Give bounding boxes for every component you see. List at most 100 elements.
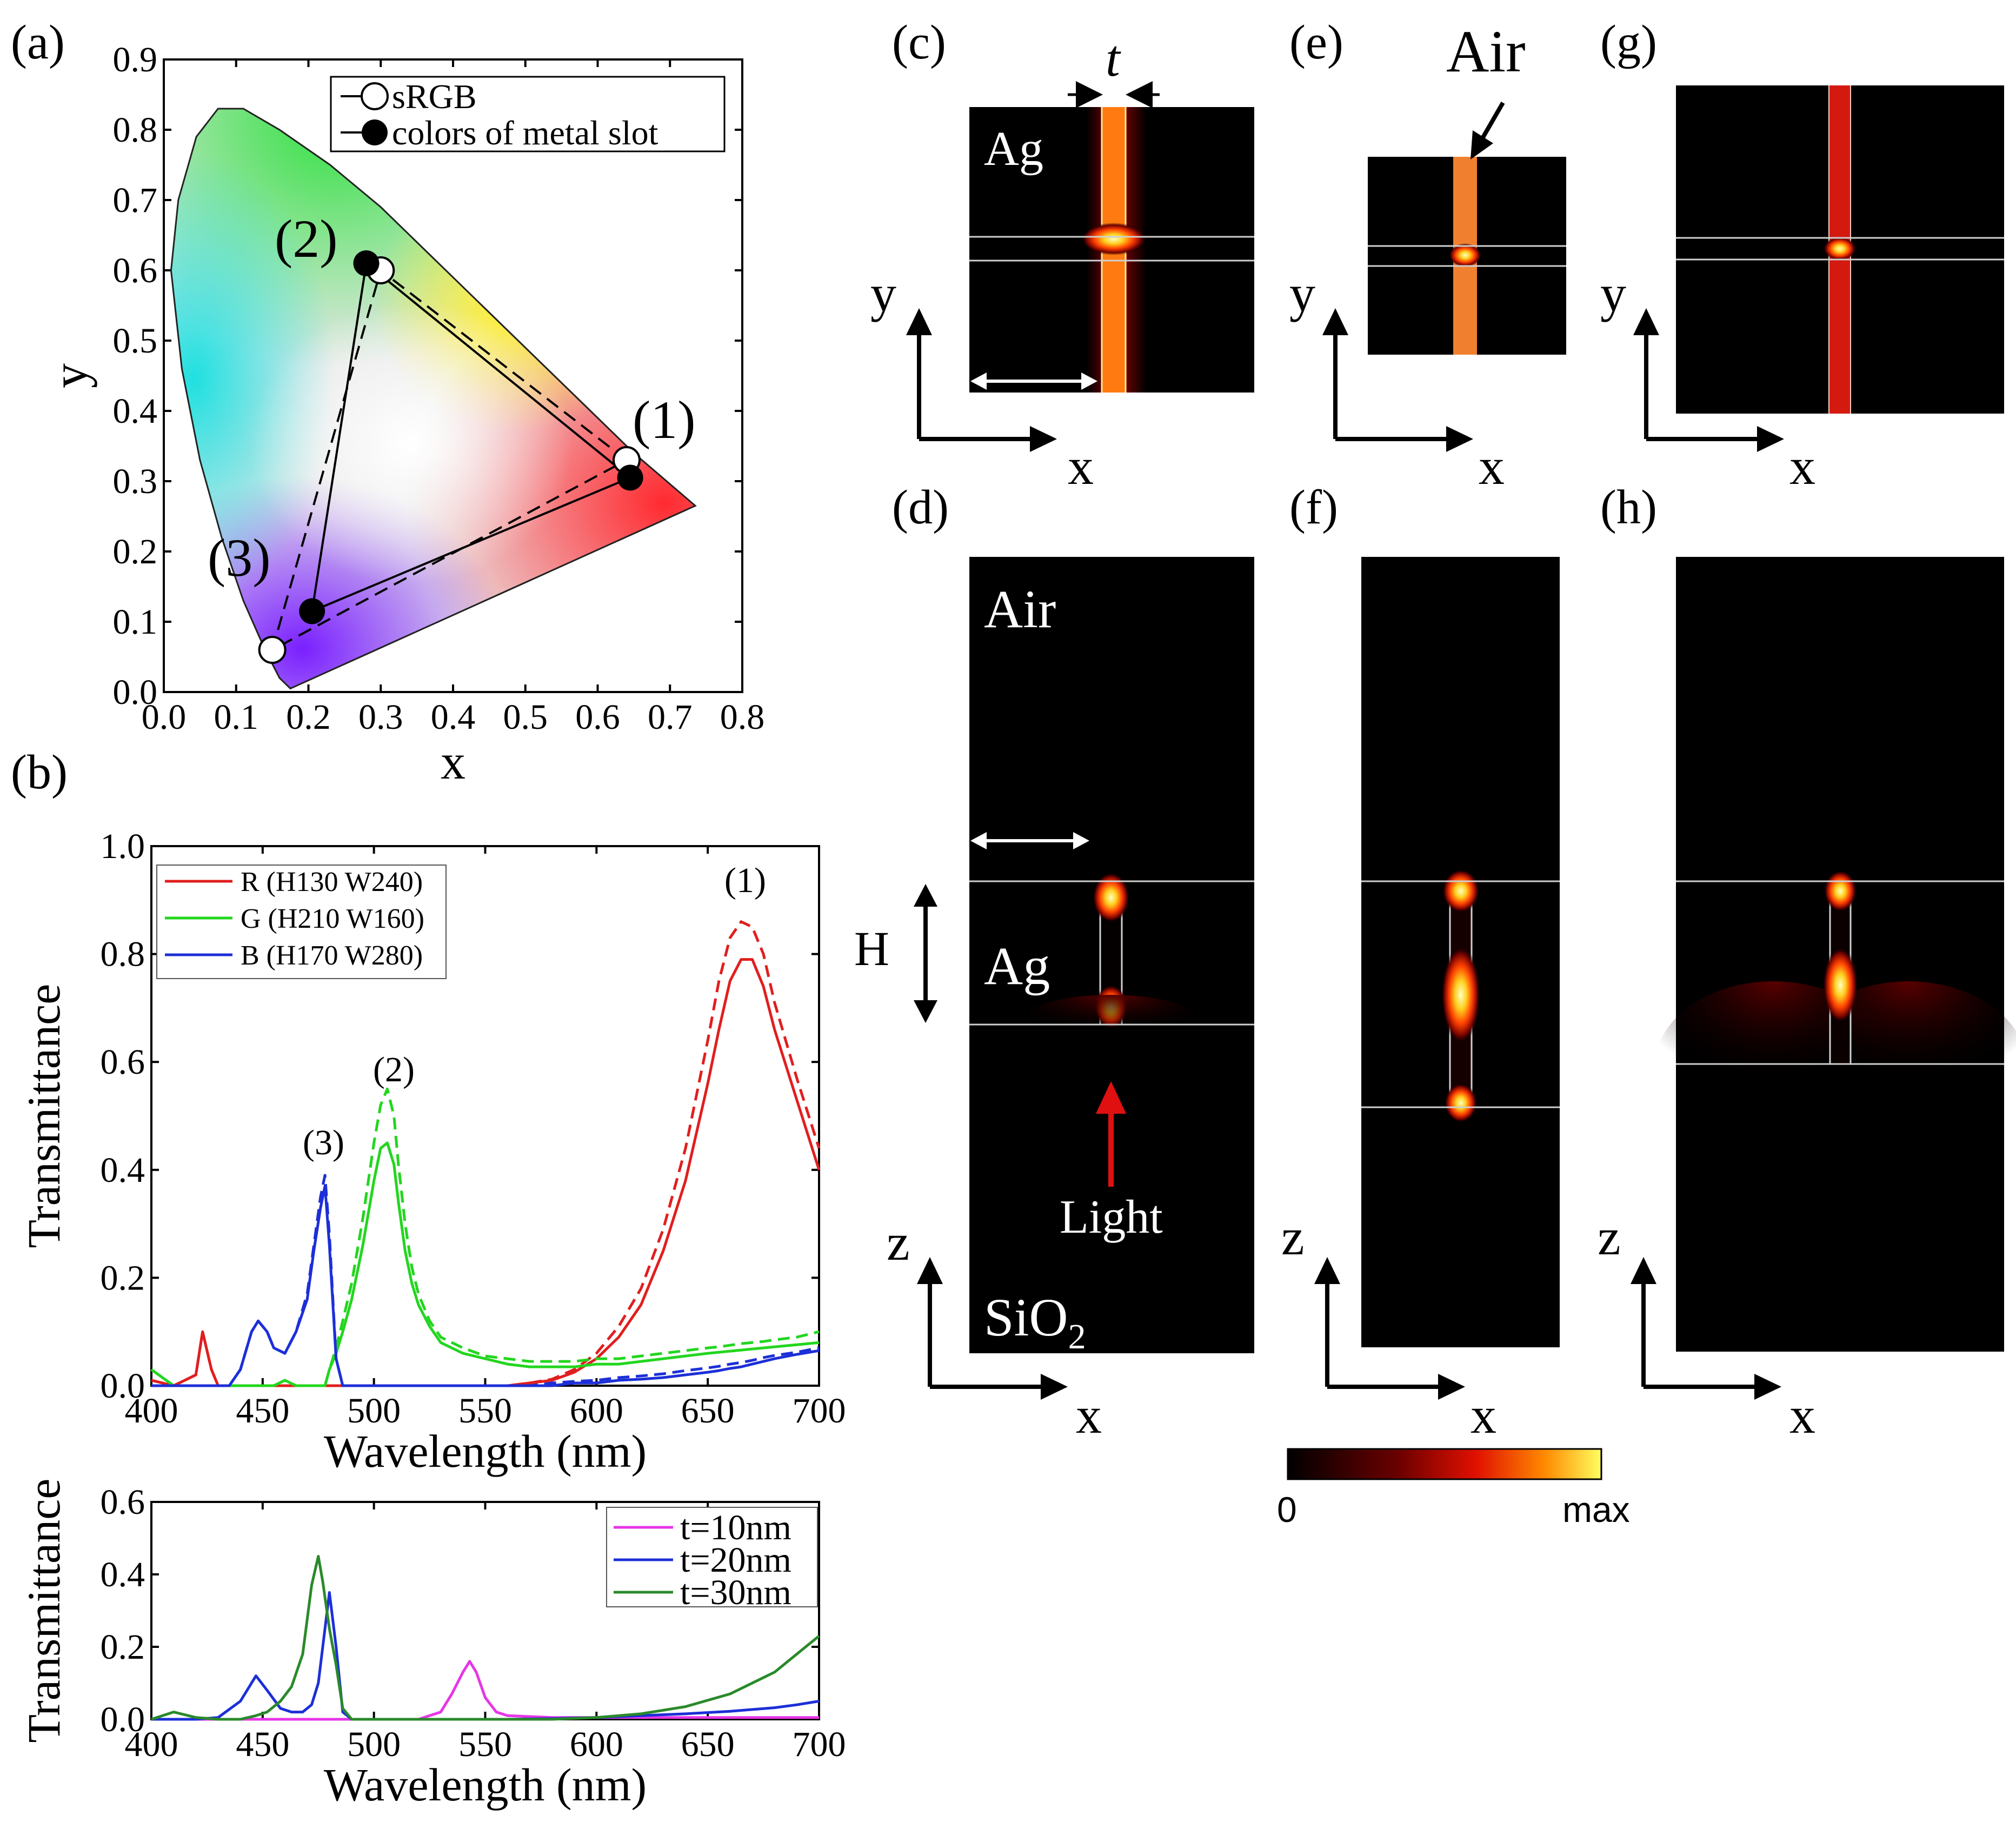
chart-b-top-xtick-label: 550 bbox=[458, 1391, 512, 1431]
chart-b-bottom-ytick-label: 0.4 bbox=[101, 1555, 145, 1594]
annotation-3-b: (3) bbox=[303, 1123, 344, 1162]
annotation-2-a: (2) bbox=[275, 209, 338, 269]
axis-z-d: z bbox=[887, 1213, 910, 1271]
panel-label-e: (e) bbox=[1289, 16, 1343, 69]
chart-b-bottom-xtick-label: 400 bbox=[125, 1725, 178, 1764]
axis-x-h: x bbox=[1789, 1386, 1815, 1444]
axis-x-d: x bbox=[1076, 1386, 1102, 1444]
panel-label-b: (b) bbox=[11, 746, 68, 799]
chart-a-xtick-label: 0.1 bbox=[214, 697, 259, 737]
axes-xy-e: y x bbox=[1289, 264, 1505, 495]
chart-b-top-xlabel: Wavelength (nm) bbox=[324, 1425, 647, 1477]
series-t-10nm bbox=[151, 1660, 819, 1721]
transmittance-chart-top: 400 450 500 550 600 650 700 0.0 0.2 0.4 0.6 0.8 1.0 W… bbox=[18, 827, 846, 1477]
chart-a-ytick-label: 0.0 bbox=[113, 673, 158, 712]
srgb-point bbox=[258, 636, 287, 664]
panel-label-f: (f) bbox=[1289, 481, 1338, 534]
chart-b-bottom-xtick-label: 450 bbox=[236, 1725, 289, 1764]
field-map-e: Air bbox=[1368, 18, 1566, 355]
chart-b-top-ytick-label: 0.8 bbox=[101, 935, 145, 974]
label-ag-c: Ag bbox=[984, 122, 1043, 176]
chart-b-bottom-xtick-label: 700 bbox=[793, 1725, 846, 1764]
legend-b-label: B (H170 W280) bbox=[241, 940, 423, 971]
colorbar-min-label: 0 bbox=[1277, 1489, 1297, 1530]
legend-g-label: G (H210 W160) bbox=[241, 903, 424, 934]
label-sio2-sub: 2 bbox=[1068, 1317, 1086, 1356]
axis-y-g: y bbox=[1600, 264, 1626, 322]
chart-b-top-ytick-label: 0.0 bbox=[101, 1366, 145, 1406]
chart-b-bottom-xtick-label: 650 bbox=[681, 1725, 735, 1764]
legend-t30-label: t=30nm bbox=[680, 1573, 791, 1612]
annotation-1-b: (1) bbox=[724, 861, 766, 900]
chart-a-xtick-label: 0.4 bbox=[431, 697, 476, 737]
chart-a-ytick-label: 0.1 bbox=[113, 602, 158, 642]
annotation-1-a: (1) bbox=[633, 390, 696, 450]
label-ag-d: Ag bbox=[984, 936, 1050, 996]
spectral-locus-outline bbox=[170, 108, 697, 690]
panel-label-h: (h) bbox=[1600, 481, 1657, 534]
axes-xy-c: y x bbox=[870, 264, 1094, 495]
chart-b-top-xtick-label: 500 bbox=[347, 1391, 401, 1431]
chart-a-xtick-label: 0.2 bbox=[286, 697, 331, 737]
legend-srgb-label: sRGB bbox=[392, 77, 477, 116]
chart-a-ylabel: y bbox=[42, 363, 97, 388]
axes-xz-d: z x bbox=[887, 1213, 1102, 1444]
label-light: Light bbox=[1060, 1191, 1163, 1244]
panel-label-g: (g) bbox=[1600, 16, 1657, 69]
field-map-g bbox=[1676, 85, 2004, 414]
legend-t10-label: t=10nm bbox=[680, 1508, 791, 1547]
chart-a-xtick-label: 0.5 bbox=[503, 697, 548, 737]
transmittance-chart-bottom: 400 450 500 550 600 650 700 0.0 0.2 0.4 0.6 Wavelen… bbox=[18, 1479, 846, 1811]
series-r-dashed bbox=[151, 920, 821, 1387]
annotation-2-b: (2) bbox=[373, 1050, 415, 1089]
field-map-f bbox=[1361, 557, 1560, 1347]
panel-label-c: (c) bbox=[892, 16, 946, 69]
chart-b-top-xtick-label: 450 bbox=[236, 1391, 289, 1431]
chart-a-xlabel: x bbox=[441, 734, 465, 789]
axis-y-c: y bbox=[870, 264, 896, 322]
axes-xz-f: z x bbox=[1281, 1208, 1496, 1444]
chromaticity-chart: 0.0 0.1 0.2 0.3 0.4 0.5 0.6 0.7 0.8 0.0 0.1 0.2 0.3 0… bbox=[42, 40, 765, 789]
legend-b-top: R (H130 W240) G (H210 W160) B (H170 W280… bbox=[156, 865, 447, 979]
panel-label-d: (d) bbox=[892, 481, 949, 534]
chart-a-xtick-label: 0.7 bbox=[648, 697, 693, 737]
panel-label-a: (a) bbox=[11, 16, 65, 69]
chart-b-top-ytick-label: 0.4 bbox=[101, 1151, 145, 1190]
series-t-30nm bbox=[151, 1555, 820, 1721]
chart-a-ytick-label: 0.6 bbox=[113, 251, 158, 290]
metal-slot-point bbox=[353, 250, 380, 276]
axes-xz-h: z x bbox=[1598, 1208, 1815, 1444]
colorbar: 0 max bbox=[1277, 1448, 1630, 1530]
axes-xy-g: y x bbox=[1600, 264, 1815, 495]
chart-b-bottom-ytick-label: 0.6 bbox=[101, 1482, 145, 1522]
chart-b-top-ytick-label: 0.2 bbox=[101, 1258, 145, 1298]
label-h: H bbox=[854, 922, 889, 976]
chart-b-bottom-xlabel: Wavelength (nm) bbox=[324, 1759, 647, 1811]
annotation-3-a: (3) bbox=[208, 528, 271, 588]
chart-a-ytick-label: 0.3 bbox=[113, 462, 158, 501]
legend-metal-slot-marker bbox=[362, 119, 388, 145]
axis-x-f: x bbox=[1471, 1386, 1496, 1444]
legend-a: sRGB colors of metal slot bbox=[330, 76, 726, 152]
series-b-solid bbox=[151, 1185, 820, 1387]
metal-slot-triangle bbox=[310, 261, 633, 613]
chart-a-ytick-label: 0.8 bbox=[113, 110, 158, 150]
chart-a-xtick-label: 0.8 bbox=[720, 697, 765, 737]
chart-b-top-ytick-label: 1.0 bbox=[101, 827, 145, 866]
chart-b-top-xtick-label: 400 bbox=[125, 1391, 178, 1431]
series-b-dashed bbox=[151, 1174, 820, 1387]
field-map-d: Air Ag SiO2 Light w/2 H bbox=[854, 557, 1254, 1356]
chart-a-xtick-label: 0.0 bbox=[142, 697, 187, 737]
legend-metal-slot-label: colors of metal slot bbox=[392, 114, 658, 152]
chart-b-top-xtick-label: 600 bbox=[570, 1391, 623, 1431]
label-w-half-d: w/2 bbox=[997, 766, 1068, 819]
chart-b-bottom-xtick-label: 500 bbox=[347, 1725, 401, 1764]
series-r-solid bbox=[151, 958, 821, 1387]
axis-x-c: x bbox=[1068, 437, 1094, 495]
series-g-solid bbox=[150, 1141, 820, 1387]
chart-b-top-ylabel: Transmittance bbox=[18, 984, 70, 1248]
metal-slot-point bbox=[299, 598, 325, 624]
label-air-d: Air bbox=[984, 579, 1056, 639]
chart-b-top-xtick-label: 700 bbox=[793, 1391, 846, 1431]
field-map-h bbox=[1654, 557, 2016, 1352]
